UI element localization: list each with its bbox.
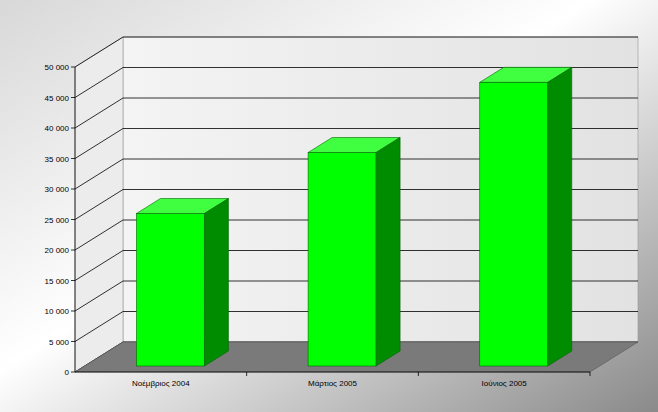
bar-side	[548, 67, 572, 366]
side-wall	[75, 37, 123, 372]
y-axis	[75, 67, 76, 372]
grid-line	[75, 312, 123, 342]
background	[0, 0, 658, 412]
bar-side	[376, 138, 400, 367]
bar-front	[308, 153, 376, 367]
grid-line	[75, 37, 123, 67]
category-tick	[246, 372, 247, 376]
tick-mark	[71, 219, 75, 220]
category-label: Νοέμβριος 2004	[132, 379, 190, 388]
tick-label: 15 000	[45, 277, 70, 286]
grid-line	[75, 98, 123, 128]
tick-mark	[71, 158, 75, 159]
tick-label: 0	[65, 368, 70, 377]
bar	[308, 138, 400, 367]
category-label: Μάρτιος 2005	[308, 379, 358, 388]
grid-line	[75, 251, 123, 281]
category-label: Ιούνιος 2005	[482, 379, 528, 388]
grid-line	[123, 37, 638, 38]
tick-mark	[71, 311, 75, 312]
bar	[480, 67, 572, 366]
bars	[136, 67, 571, 366]
grid-line	[75, 68, 123, 98]
tick-mark	[71, 250, 75, 251]
tick-mark	[71, 67, 75, 68]
bar	[136, 199, 228, 367]
tick-label: 30 000	[45, 185, 70, 194]
tick-mark	[71, 341, 75, 342]
tick-label: 10 000	[45, 307, 70, 316]
grid-line	[75, 281, 123, 311]
tick-label: 45 000	[45, 94, 70, 103]
tick-label: 5 000	[49, 338, 70, 347]
category-tick	[590, 372, 591, 376]
bar-side	[204, 199, 228, 367]
grid-line	[75, 190, 123, 220]
tick-mark	[71, 97, 75, 98]
tick-mark	[71, 280, 75, 281]
x-axis	[75, 372, 590, 373]
tick-label: 50 000	[45, 63, 70, 72]
chart: 0 5 000 10 000 15 000 20 000 25 000 30 000 35 0…	[0, 0, 658, 412]
tick-label: 35 000	[45, 155, 70, 164]
grid-line	[75, 129, 123, 159]
grid-line	[75, 220, 123, 250]
tick-mark	[71, 189, 75, 190]
tick-label: 20 000	[45, 246, 70, 255]
grid-line	[75, 159, 123, 189]
tick-mark	[71, 128, 75, 129]
category-tick	[418, 372, 419, 376]
tick-mark	[71, 372, 75, 373]
bar-front	[480, 82, 548, 366]
tick-label: 25 000	[45, 216, 70, 225]
bar-front	[136, 214, 204, 367]
tick-label: 40 000	[45, 124, 70, 133]
